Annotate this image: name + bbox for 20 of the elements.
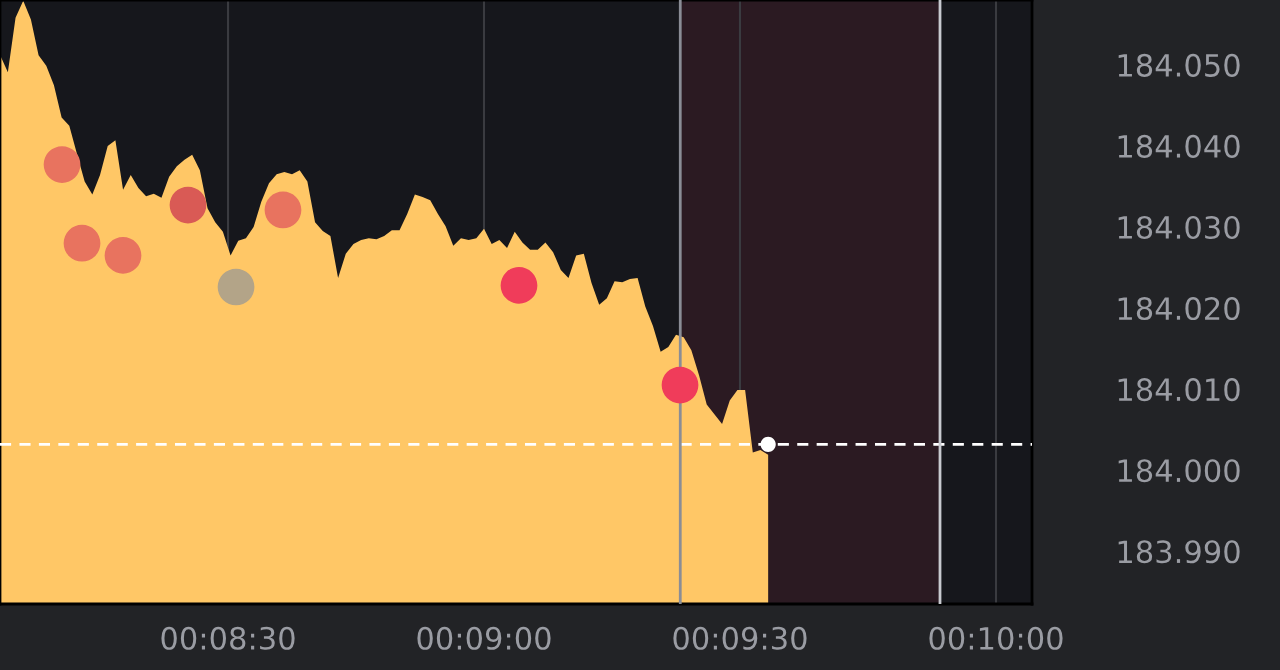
y-tick-label: 183.990 [1118,540,1240,564]
x-tick-label: 00:10:00 [929,626,1063,650]
y-tick-label: 184.040 [1118,134,1240,158]
point [661,366,699,404]
point [760,436,776,452]
point [104,237,142,274]
y-tick-label: 184.030 [1118,215,1240,240]
y-tick-label: 184.050 [1118,53,1240,77]
y-tick-label: 184.020 [1118,297,1240,321]
point [217,268,255,306]
y-tick-label: 184.010 [1118,378,1240,402]
point [63,224,101,262]
point [500,267,538,304]
y-tick-label: 184.000 [1118,459,1240,483]
point [264,191,302,229]
x-tick-label: 00:09:00 [417,626,551,650]
x-tick-label: 00:08:30 [161,626,295,650]
x-tick-label: 00:09:30 [673,626,807,650]
point [169,186,207,224]
point [43,146,81,183]
